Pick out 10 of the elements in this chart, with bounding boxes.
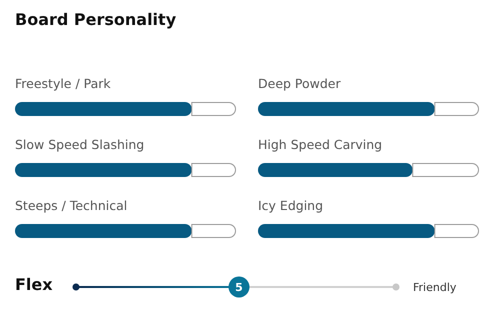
text: 5 bbox=[235, 281, 243, 294]
y-tick-label: High Speed Carving bbox=[258, 136, 382, 152]
y-tick-label: Steeps / Technical bbox=[15, 198, 128, 212]
text: Flex bbox=[15, 275, 53, 294]
text: Friendly bbox=[413, 281, 457, 294]
y-tick-label: Icy Edging bbox=[258, 198, 324, 212]
y-tick-label: Slow Speed Slashing bbox=[15, 136, 144, 152]
chart-title: Board Personality bbox=[15, 10, 176, 29]
y-tick-label: Deep Powder bbox=[258, 76, 342, 90]
y-tick-label: Freestyle / Park bbox=[15, 76, 112, 90]
